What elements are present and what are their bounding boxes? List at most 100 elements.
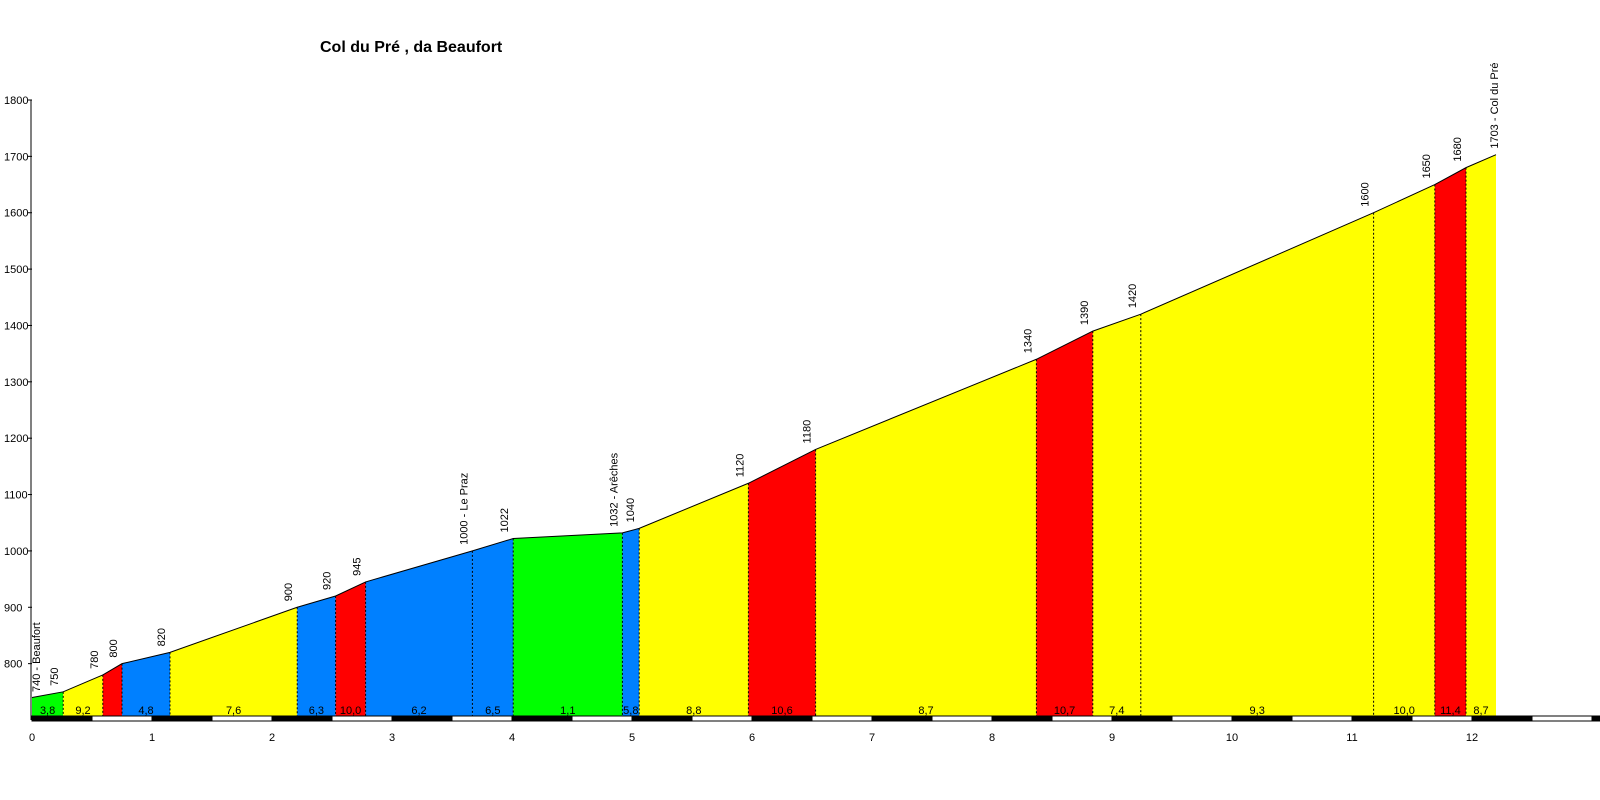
gradient-label: 10,0: [340, 705, 361, 717]
segment-area: [1434, 167, 1466, 721]
segment-area: [1036, 331, 1093, 720]
x-tick-label: 10: [1226, 732, 1238, 744]
segment-areas: [32, 154, 1496, 721]
altitude-label: 1680: [1452, 137, 1464, 161]
x-tick-label: 8: [989, 732, 995, 744]
altitude-label: 750: [49, 667, 61, 685]
y-tick-label: 1200: [4, 433, 28, 445]
scale-bar-block: [991, 715, 1053, 722]
profile-line: [31, 154, 1497, 698]
segment-area: [1092, 314, 1141, 720]
segment-dividers: [62, 167, 1467, 720]
gradient-label: 3,8: [40, 705, 55, 717]
segment-area: [122, 652, 170, 720]
gradient-label: 8,7: [918, 705, 933, 717]
axes: 8009001000110012001300140015001600170018…: [4, 95, 1478, 744]
gradient-label: 9,2: [75, 705, 90, 717]
altitude-label: 920: [322, 572, 334, 590]
scale-bar-block: [1591, 715, 1600, 722]
altitude-label: 1420: [1127, 284, 1139, 308]
x-tick-label: 12: [1466, 732, 1478, 744]
segment-area: [815, 359, 1037, 720]
segment-area: [63, 674, 103, 720]
gradient-label: 6,2: [411, 705, 426, 717]
segment-area: [513, 532, 623, 720]
gradient-label: 9,3: [1250, 705, 1265, 717]
gradient-label: 8,7: [1473, 705, 1488, 717]
km-scale-bar: [31, 715, 1600, 722]
x-tick-label: 1: [149, 732, 155, 744]
gradient-label: 6,5: [485, 705, 500, 717]
segment-area: [639, 483, 749, 720]
gradient-label: 4,8: [138, 705, 153, 717]
segment-area: [365, 550, 473, 720]
gradient-label: 10,0: [1393, 705, 1414, 717]
altitude-label: 900: [283, 583, 295, 601]
y-tick-label: 1000: [4, 546, 28, 558]
scale-bar-block: [1291, 715, 1353, 722]
altitude-label: 1022: [499, 508, 511, 532]
y-tick-label: 1300: [4, 377, 28, 389]
segment-area: [1466, 154, 1496, 720]
scale-bar-block: [811, 715, 873, 722]
altitude-label: 800: [108, 639, 120, 657]
gradient-label: 10,7: [1054, 705, 1075, 717]
altitude-label: 1390: [1079, 301, 1091, 325]
y-tick-label: 1500: [4, 264, 28, 276]
gradient-label: 7,6: [226, 705, 241, 717]
altitude-label: 1180: [802, 420, 814, 444]
segment-area: [170, 607, 298, 720]
y-tick-label: 1800: [4, 95, 28, 107]
gradient-label: 8,8: [686, 705, 701, 717]
altitude-label: 780: [89, 651, 101, 669]
x-tick-label: 0: [29, 732, 35, 744]
y-tick-label: 1100: [4, 490, 28, 502]
altitude-label: 1600: [1360, 182, 1372, 206]
altitude-label: 1703 - Col du Pré: [1489, 62, 1501, 148]
x-tick-label: 3: [389, 732, 395, 744]
scale-bar-block: [1171, 715, 1233, 722]
gradient-label: 7,4: [1109, 705, 1124, 717]
gradient-label: 5,8: [623, 705, 638, 717]
x-tick-label: 11: [1346, 732, 1357, 744]
y-tick-label: 1400: [4, 320, 28, 332]
scale-bar-block: [151, 715, 213, 722]
scale-bar-block: [631, 715, 693, 722]
segment-area: [622, 528, 640, 720]
chart-title: Col du Pré , da Beaufort: [320, 39, 503, 56]
altitude-label: 1040: [625, 498, 637, 522]
segment-area: [472, 538, 514, 720]
scale-bar-block: [451, 715, 513, 722]
gradient-label: 6,3: [309, 705, 324, 717]
segment-area: [297, 596, 336, 720]
x-tick-label: 5: [629, 732, 635, 744]
y-tick-label: 800: [4, 659, 22, 671]
x-tick-label: 7: [869, 732, 875, 744]
altitude-label: 740 - Beaufort: [31, 622, 43, 692]
gradient-label: 1,1: [560, 705, 575, 717]
altitude-label: 1032 - Arêches: [608, 452, 620, 526]
x-tick-label: 2: [269, 732, 275, 744]
altitude-label: 820: [156, 628, 168, 646]
scale-bar-block: [1531, 715, 1593, 722]
altitude-label: 1000 - Le Praz: [458, 473, 470, 545]
scale-bar-block: [211, 715, 273, 722]
gradient-label: 10,6: [771, 705, 792, 717]
altitude-label: 945: [352, 558, 364, 576]
segment-area: [1140, 212, 1374, 720]
x-tick-label: 6: [749, 732, 755, 744]
altitude-label: 1340: [1022, 329, 1034, 353]
x-tick-label: 4: [509, 732, 515, 744]
gradient-label: 11,4: [1440, 705, 1461, 717]
segment-area: [748, 449, 816, 720]
segment-area: [32, 691, 64, 720]
x-tick-label: 9: [1109, 732, 1115, 744]
scale-bar-block: [931, 715, 993, 722]
y-tick-label: 1700: [4, 151, 28, 163]
data-labels: 3,8 9,2 4,8 7,6 6,3 10,0 6,2 6,5 1,1 5,8 8,8 10,6 8,…: [31, 62, 1501, 717]
altitude-label: 1120: [734, 454, 746, 478]
segment-area: [102, 663, 122, 720]
y-tick-label: 900: [4, 602, 22, 614]
segment-area: [335, 581, 366, 720]
